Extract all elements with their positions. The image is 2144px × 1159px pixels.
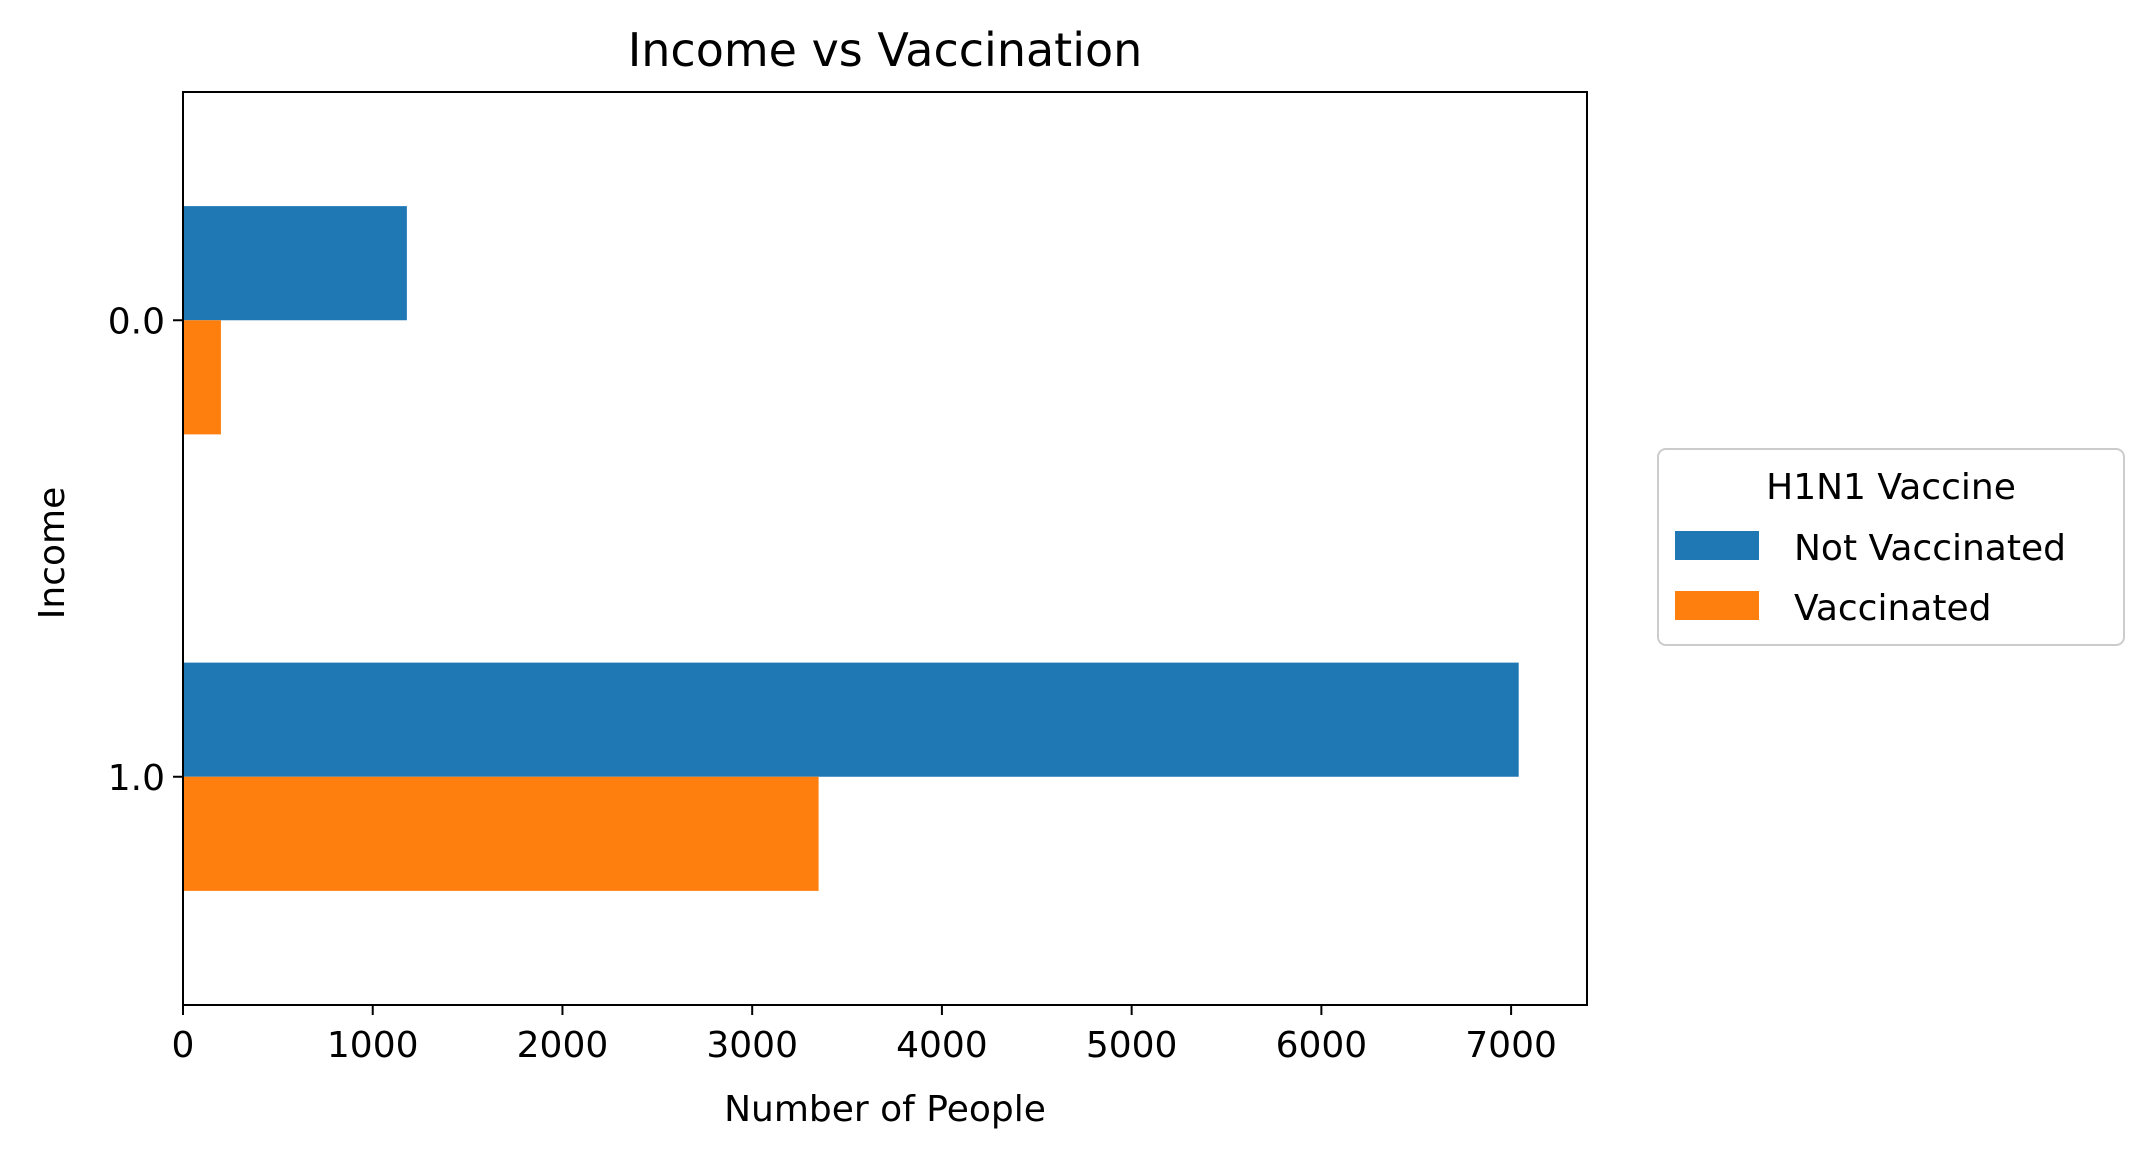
y-axis-ticks: 0.0 1.0 [108,301,183,799]
legend: H1N1 Vaccine Not Vaccinated Vaccinated [1657,448,2125,646]
x-axis-ticks: 0 1000 2000 3000 4000 5000 6000 7000 [172,1005,1557,1066]
legend-title: H1N1 Vaccine [1766,467,2016,508]
y-axis-label: Income [32,487,73,619]
legend-swatch-vaccinated [1675,591,1759,620]
x-tick-label: 7000 [1465,1025,1557,1066]
x-tick-label: 5000 [1086,1025,1178,1066]
x-tick-label: 0 [172,1025,195,1066]
y-tick-label: 1.0 [108,758,165,799]
x-tick-label: 3000 [706,1025,798,1066]
x-tick-label: 4000 [896,1025,988,1066]
legend-frame [1657,448,2125,646]
bar-vaccinated-income-0-0 [183,320,221,435]
x-tick-label: 6000 [1276,1025,1368,1066]
chart-title: Income vs Vaccination [628,23,1143,77]
y-tick-label: 0.0 [108,301,165,342]
plot-frame [182,91,1588,1006]
bar-not-vaccinated-income-1-0 [183,662,1519,777]
x-axis-label: Number of People [724,1089,1046,1130]
bars-group [183,206,1519,891]
legend-label-vaccinated: Vaccinated [1794,588,1991,629]
bar-not-vaccinated-income-0-0 [183,206,407,321]
x-tick-label: 1000 [327,1025,419,1066]
bar-vaccinated-income-1-0 [183,776,819,891]
legend-swatch-not-vaccinated [1675,531,1759,560]
x-tick-label: 2000 [517,1025,609,1066]
legend-label-not-vaccinated: Not Vaccinated [1794,528,2066,569]
